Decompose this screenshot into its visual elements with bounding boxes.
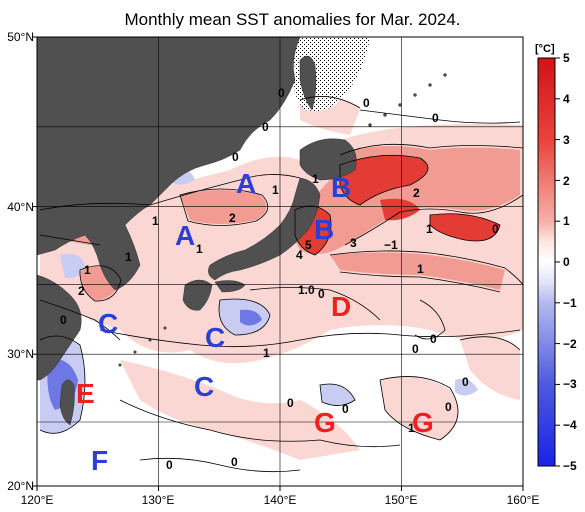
lon-label-120e: 120°E: [20, 493, 54, 507]
lat-label-50n: 50°N: [7, 30, 34, 44]
colorbar-tick-0: 0: [563, 255, 570, 269]
region-label-a-west: A: [175, 220, 196, 251]
lon-label-140e: 140°E: [263, 493, 297, 507]
region-label-f: F: [91, 445, 109, 476]
contour-label: 0: [445, 400, 452, 414]
contour-label: 1: [426, 222, 433, 236]
contour-label: 0: [432, 111, 439, 125]
colorbar-tick-minus5: −5: [563, 459, 577, 473]
colorbar-unit: [°C]: [535, 43, 555, 55]
contour-label: 1: [152, 214, 159, 228]
contour-label: 1: [312, 172, 319, 186]
lon-label-130e: 130°E: [141, 493, 175, 507]
contour-label: 1: [417, 262, 424, 276]
contour-label: 0: [232, 150, 239, 164]
contour-label: 0: [492, 222, 499, 236]
colorbar-tick-4: 4: [563, 92, 570, 106]
contour-label: 0: [462, 375, 469, 389]
land: [37, 37, 447, 426]
axis-ticks: [32, 36, 524, 491]
contour-label: 0: [166, 458, 173, 472]
contour-label: 1.0: [298, 283, 315, 297]
colorbar-tick-3: 3: [563, 133, 570, 147]
contour-label: 1: [196, 242, 203, 256]
colorbar-ticks: [555, 57, 560, 467]
contour-label: 3: [350, 236, 357, 250]
contour-label: 1: [125, 250, 132, 264]
contour-label: 0: [430, 332, 437, 346]
contour-label: 1: [263, 346, 270, 360]
colorbar-tick-1: 1: [563, 214, 570, 228]
contour-label: 2: [78, 284, 85, 298]
lat-label-40n: 40°N: [7, 200, 34, 214]
contour-label: −1: [384, 238, 398, 252]
region-label-b-north: B: [331, 172, 352, 203]
contour-label: 1: [408, 421, 415, 435]
contour-label: 0: [278, 86, 285, 100]
graticule: [37, 37, 523, 486]
region-label-b-south: B: [314, 214, 335, 245]
contour-label: 5: [305, 238, 312, 252]
colorbar-tick-minus3: −3: [563, 377, 577, 391]
region-label-g-east: G: [412, 407, 434, 438]
colorbar: [537, 57, 556, 467]
colorbar-tick-minus2: −2: [563, 337, 577, 351]
lon-label-160e: 160°E: [506, 493, 540, 507]
colorbar-tick-minus4: −4: [563, 418, 577, 432]
map-title: Monthly mean SST anomalies for Mar. 2024…: [124, 10, 461, 29]
region-label-g-west: G: [314, 407, 336, 438]
warm-anomaly-strong: [295, 155, 500, 255]
region-label-e: E: [76, 378, 95, 409]
colorbar-tick-5: 5: [563, 51, 570, 65]
contour-label: 2: [229, 211, 236, 225]
contour-label: 0: [363, 96, 370, 110]
contour-label: 0: [231, 455, 238, 469]
contour-label: 4: [296, 248, 303, 262]
contour-label: 0: [342, 402, 349, 416]
contour-label: 0: [318, 287, 325, 301]
colorbar-tick-2: 2: [563, 174, 570, 188]
region-label-a-east: A: [236, 168, 257, 199]
contour-label: 1: [84, 263, 91, 277]
region-label-c-center: C: [205, 322, 226, 353]
contour-lines: [39, 96, 523, 473]
contour-label: 2: [413, 186, 420, 200]
region-label-c-south: C: [194, 371, 215, 402]
lon-label-150e: 150°E: [384, 493, 418, 507]
contour-label: 1: [272, 183, 279, 197]
contour-label: 0: [412, 342, 419, 356]
region-label-c-west: C: [98, 308, 119, 339]
region-label-d: D: [331, 291, 352, 322]
contour-label: 0: [60, 313, 67, 327]
lat-label-20n: 20°N: [7, 479, 34, 493]
colorbar-tick-minus1: −1: [563, 296, 577, 310]
lat-label-30n: 30°N: [7, 347, 34, 361]
contour-label: 0: [262, 120, 269, 134]
contour-label: 0: [287, 396, 294, 410]
